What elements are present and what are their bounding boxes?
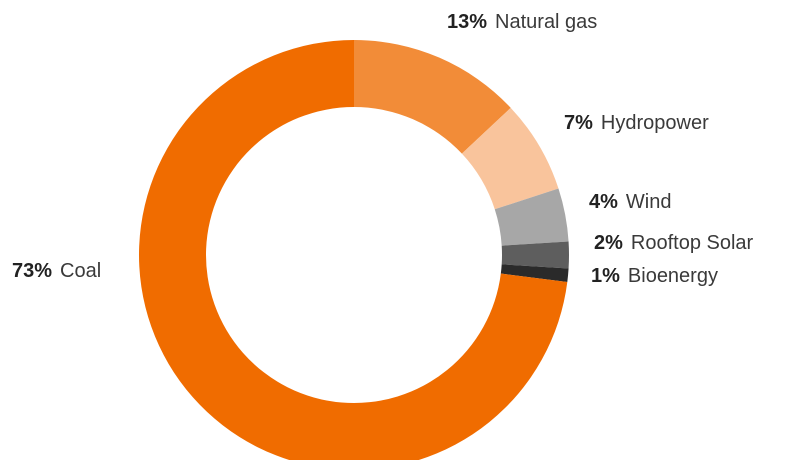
slice-category: Hydropower bbox=[601, 112, 709, 134]
slice-bioenergy bbox=[500, 264, 569, 282]
slice-label-hydropower: 7% Hydropower bbox=[564, 112, 709, 134]
slice-coal bbox=[139, 40, 568, 460]
slice-category: Coal bbox=[60, 260, 101, 282]
slice-category: Rooftop Solar bbox=[631, 232, 754, 254]
slice-percent: 7% bbox=[564, 112, 593, 134]
slice-label-rooftop-solar: 2% Rooftop Solar bbox=[594, 232, 754, 254]
slice-percent: 4% bbox=[589, 191, 618, 213]
slice-rooftop-solar bbox=[501, 241, 569, 269]
slice-percent: 2% bbox=[594, 232, 623, 254]
slice-wind bbox=[494, 188, 569, 246]
slice-percent: 73% bbox=[12, 260, 52, 282]
slice-label-wind: 4% Wind bbox=[589, 191, 671, 213]
slice-label-natural-gas: 13% Natural gas bbox=[447, 11, 597, 33]
slice-label-coal: 73% Coal bbox=[12, 260, 101, 282]
slice-category: Wind bbox=[626, 191, 672, 213]
donut-slices bbox=[139, 40, 569, 460]
slice-hydropower bbox=[461, 107, 559, 210]
slice-category: Natural gas bbox=[495, 11, 597, 33]
slice-percent: 13% bbox=[447, 11, 487, 33]
slice-natural-gas bbox=[354, 40, 511, 154]
slice-percent: 1% bbox=[591, 265, 620, 287]
slice-label-bioenergy: 1% Bioenergy bbox=[591, 265, 718, 287]
slice-category: Bioenergy bbox=[628, 265, 718, 287]
